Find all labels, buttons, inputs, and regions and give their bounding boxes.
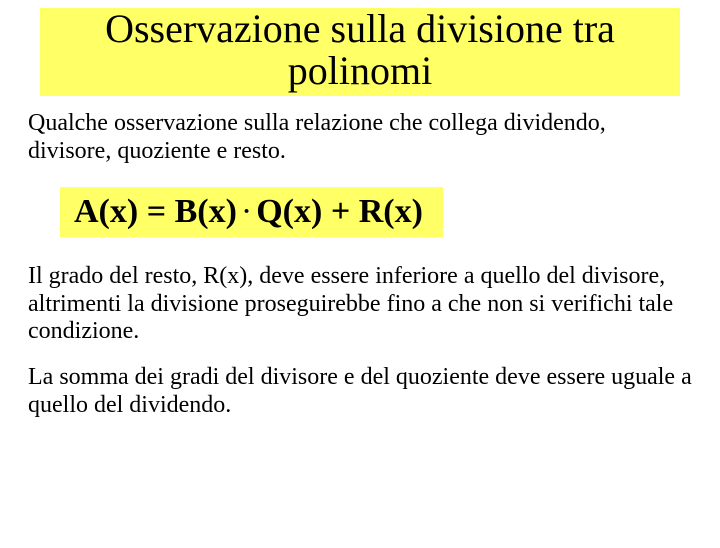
formula-lhs: A(x) (74, 193, 138, 230)
formula-container: A(x) = B(x)·Q(x) + R(x) (60, 187, 720, 237)
title-line-1: Osservazione sulla divisione tra (105, 6, 615, 51)
paragraph-2: La somma dei gradi del divisore e del qu… (28, 364, 692, 419)
intro-paragraph: Qualche osservazione sulla relazione che… (28, 110, 692, 165)
formula-r: R(x) (359, 193, 423, 230)
formula-dot: · (237, 193, 256, 230)
formula-b: B(x) (175, 193, 237, 230)
slide: Osservazione sulla divisione tra polinom… (0, 8, 720, 548)
slide-title: Osservazione sulla divisione tra polinom… (40, 8, 680, 96)
formula-q: Q(x) (256, 193, 322, 230)
formula-eq: = (138, 193, 174, 230)
title-line-2: polinomi (288, 48, 432, 93)
formula-plus: + (322, 193, 358, 230)
division-formula: A(x) = B(x)·Q(x) + R(x) (60, 187, 443, 237)
paragraph-1: Il grado del resto, R(x), deve essere in… (28, 263, 692, 346)
